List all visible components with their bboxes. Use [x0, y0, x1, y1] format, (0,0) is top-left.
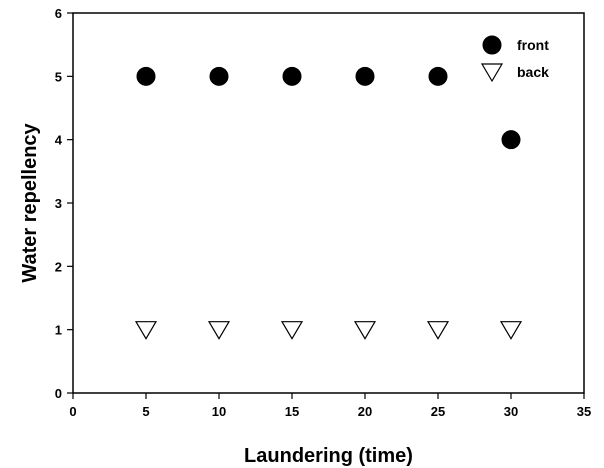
x-tick-label: 25 — [431, 404, 445, 419]
y-tick-label: 6 — [55, 6, 62, 21]
y-tick-label: 4 — [55, 133, 63, 148]
back-point — [426, 321, 450, 340]
x-tick-label: 20 — [358, 404, 372, 419]
front-point — [355, 66, 375, 86]
legend-front-marker — [482, 35, 502, 55]
plot-area-frame — [72, 12, 585, 394]
legend-front-label: front — [517, 37, 549, 53]
y-tick-label: 0 — [55, 386, 62, 401]
x-tick-label: 0 — [69, 404, 76, 419]
y-tick-label: 2 — [55, 259, 62, 274]
back-point — [353, 321, 377, 340]
x-tick-label: 30 — [504, 404, 518, 419]
y-tick-label: 3 — [55, 196, 62, 211]
y-tick-label: 1 — [55, 323, 62, 338]
back-point — [280, 321, 304, 340]
x-tick-label: 15 — [285, 404, 299, 419]
y-axis-title: Water repellency — [19, 122, 41, 282]
x-tick-label: 35 — [577, 404, 591, 419]
x-tick-label: 10 — [212, 404, 226, 419]
legend: front back — [480, 35, 549, 83]
back-point — [134, 321, 158, 340]
marks-layer — [134, 66, 523, 340]
front-point — [501, 130, 521, 150]
x-tick-label: 5 — [142, 404, 149, 419]
x-axis-title: Laundering (time) — [244, 445, 413, 467]
front-point — [209, 66, 229, 86]
y-tick-label: 5 — [55, 69, 62, 84]
front-point — [428, 66, 448, 86]
front-point — [136, 66, 156, 86]
back-point — [499, 321, 523, 340]
ticks-layer: 0 5 10 15 20 25 30 35 0 1 2 3 4 5 6 — [55, 6, 591, 419]
legend-back-marker — [480, 63, 504, 83]
legend-back-label: back — [517, 64, 549, 80]
front-point — [282, 66, 302, 86]
back-point — [207, 321, 231, 340]
